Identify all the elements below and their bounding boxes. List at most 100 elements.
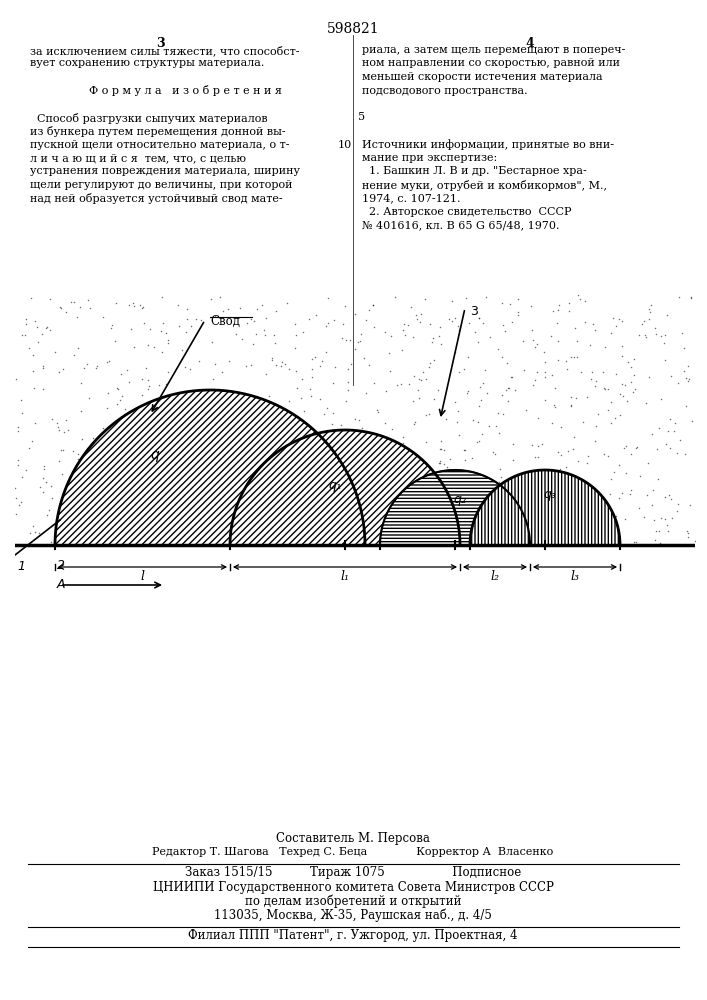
Point — [71, 309, 83, 325]
Point — [289, 316, 300, 332]
Point — [105, 320, 117, 336]
Point — [303, 311, 315, 327]
Point — [476, 392, 487, 408]
Point — [392, 504, 404, 520]
Point — [142, 381, 153, 397]
Point — [590, 373, 602, 389]
Point — [137, 442, 148, 458]
Point — [686, 413, 698, 429]
Point — [552, 302, 563, 318]
Point — [257, 493, 269, 509]
Point — [298, 442, 309, 458]
Point — [254, 510, 265, 526]
Point — [512, 502, 523, 518]
Text: 4: 4 — [525, 37, 534, 50]
Point — [276, 358, 287, 374]
Text: по делам изобретений и открытий: по делам изобретений и открытий — [245, 895, 461, 908]
Point — [665, 411, 676, 427]
Point — [671, 445, 682, 461]
Point — [12, 457, 23, 473]
Point — [367, 297, 378, 313]
Point — [602, 381, 614, 397]
Point — [363, 302, 375, 318]
Point — [392, 517, 404, 533]
Point — [156, 289, 168, 305]
Point — [382, 517, 393, 533]
Point — [641, 395, 652, 411]
Point — [411, 307, 422, 323]
Point — [47, 490, 58, 506]
Point — [545, 328, 556, 344]
Point — [130, 461, 141, 477]
Point — [458, 533, 469, 549]
Point — [613, 457, 624, 473]
Point — [247, 336, 259, 352]
Point — [614, 311, 625, 327]
Point — [440, 495, 451, 511]
Point — [399, 316, 410, 332]
Point — [503, 380, 515, 396]
Point — [598, 446, 609, 462]
Point — [560, 509, 571, 525]
Point — [423, 359, 435, 375]
Point — [360, 312, 371, 328]
Point — [372, 402, 383, 418]
Point — [259, 322, 270, 338]
Point — [110, 482, 122, 498]
Point — [115, 392, 126, 408]
Point — [286, 474, 297, 490]
Point — [368, 375, 380, 391]
Point — [197, 468, 209, 484]
Point — [107, 317, 118, 333]
Text: меньшей скорости истечения материала: меньшей скорости истечения материала — [362, 72, 602, 82]
Point — [208, 432, 219, 448]
Point — [38, 458, 49, 474]
Point — [105, 511, 116, 527]
Point — [349, 411, 361, 427]
Point — [333, 436, 344, 452]
Text: щели регулируют до величины, при которой: щели регулируют до величины, при которой — [30, 180, 293, 190]
Point — [533, 410, 544, 426]
Point — [629, 381, 641, 397]
Point — [173, 500, 184, 516]
Point — [157, 315, 168, 331]
Point — [340, 332, 351, 348]
Point — [266, 482, 277, 498]
Point — [492, 532, 503, 548]
Point — [496, 295, 508, 311]
Point — [249, 487, 260, 503]
Point — [644, 304, 655, 320]
Text: l₂: l₂ — [491, 570, 500, 583]
Point — [567, 494, 578, 510]
Point — [434, 319, 445, 335]
Point — [436, 336, 447, 352]
Point — [506, 314, 518, 330]
Text: 1: 1 — [17, 560, 25, 573]
Point — [230, 489, 242, 505]
Point — [291, 487, 302, 503]
Point — [122, 438, 133, 454]
Point — [553, 497, 564, 513]
Point — [364, 357, 375, 373]
Point — [78, 360, 90, 376]
Point — [493, 341, 504, 357]
Point — [488, 444, 499, 460]
Point — [232, 458, 243, 474]
Text: 2. Авторское свидетельство  СССР: 2. Авторское свидетельство СССР — [362, 207, 571, 217]
Point — [663, 487, 674, 503]
Point — [283, 393, 294, 409]
Point — [554, 461, 566, 477]
Point — [247, 526, 258, 542]
Point — [314, 391, 325, 407]
Point — [561, 361, 573, 377]
Point — [339, 482, 351, 498]
Point — [189, 424, 201, 440]
Point — [127, 295, 139, 311]
Point — [21, 316, 32, 332]
Point — [625, 359, 636, 375]
Point — [212, 507, 223, 523]
Point — [610, 318, 621, 334]
Point — [414, 314, 426, 330]
Point — [191, 439, 202, 455]
Point — [389, 289, 400, 305]
